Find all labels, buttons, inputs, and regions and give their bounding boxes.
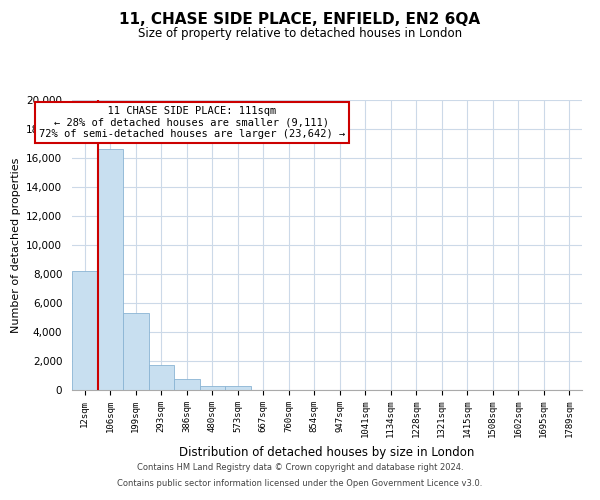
Text: Size of property relative to detached houses in London: Size of property relative to detached ho… <box>138 28 462 40</box>
Text: Contains HM Land Registry data © Crown copyright and database right 2024.: Contains HM Land Registry data © Crown c… <box>137 464 463 472</box>
Bar <box>123 313 149 390</box>
X-axis label: Distribution of detached houses by size in London: Distribution of detached houses by size … <box>179 446 475 458</box>
Bar <box>225 386 251 390</box>
Y-axis label: Number of detached properties: Number of detached properties <box>11 158 20 332</box>
Bar <box>199 386 225 390</box>
Bar <box>174 379 199 390</box>
Text: 11, CHASE SIDE PLACE, ENFIELD, EN2 6QA: 11, CHASE SIDE PLACE, ENFIELD, EN2 6QA <box>119 12 481 28</box>
Bar <box>72 271 97 390</box>
Text: 11 CHASE SIDE PLACE: 111sqm  
← 28% of detached houses are smaller (9,111)
72% o: 11 CHASE SIDE PLACE: 111sqm ← 28% of det… <box>39 106 345 139</box>
Text: Contains public sector information licensed under the Open Government Licence v3: Contains public sector information licen… <box>118 478 482 488</box>
Bar <box>149 364 174 390</box>
Bar <box>97 150 123 390</box>
